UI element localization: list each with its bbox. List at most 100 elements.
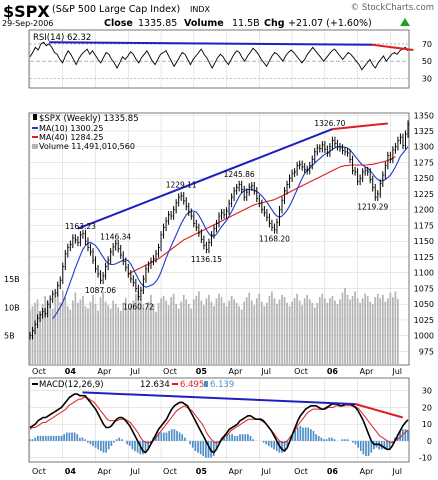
- volume-tick-label: 10B: [4, 303, 20, 312]
- price-tick-label: 1100: [414, 269, 434, 278]
- price-annotation: 1245.86: [224, 170, 255, 179]
- signal-value: 6.495: [180, 380, 204, 390]
- macd-panel: [28, 377, 410, 463]
- macd-layer: [29, 391, 409, 458]
- price-annotation: 1326.70: [314, 119, 345, 128]
- macd-x-tick-label: Oct: [163, 467, 177, 476]
- price-tick-label: 1250: [414, 174, 434, 183]
- price-x-tick-label: Oct: [163, 367, 177, 376]
- macd-x-tick-label: 06: [327, 467, 339, 476]
- volume-legend-swatch: [32, 144, 38, 149]
- price-tick-label: 1325: [414, 127, 434, 136]
- macd-x-tick-label: Oct: [32, 467, 46, 476]
- price-tick-label: 1175: [414, 221, 434, 230]
- macd-signal-line: [29, 396, 409, 444]
- ma40-legend-label: MA(40) 1284.25: [39, 133, 103, 142]
- macd-tick-label: 20: [422, 403, 432, 412]
- price-x-tick-label: Apr: [229, 367, 244, 376]
- macd-tick-label: 0: [427, 437, 432, 446]
- macd-x-tick-label: Jul: [260, 467, 271, 476]
- spx-legend-swatch: [33, 114, 37, 120]
- exchange-label: INDX: [190, 5, 211, 14]
- price-annotation: 1168.20: [259, 235, 290, 244]
- up-triangle-icon: [400, 18, 410, 26]
- rsi-line: [29, 41, 409, 71]
- macd-legend: MACD(12,26,9) 12.634 6.495 6.139: [32, 380, 234, 390]
- price-tick-label: 1075: [414, 284, 434, 293]
- macd-trendline: [355, 403, 404, 419]
- rsi-legend: RSI(14) 62.32: [33, 33, 91, 43]
- chg-value: +21.07 (+1.60%): [288, 18, 372, 29]
- price-annotation: 1229.11: [166, 180, 197, 189]
- chg-label: Chg: [264, 18, 285, 29]
- macd-x-tick-label: Apr: [229, 467, 244, 476]
- price-tick-label: 975: [419, 347, 434, 356]
- macd-tick-label: 10: [422, 420, 432, 429]
- price-tick-label: 1025: [414, 316, 434, 325]
- price-annotation: 1136.15: [191, 255, 222, 264]
- rsi-trendline: [49, 41, 373, 46]
- histogram-legend-swatch: [204, 381, 208, 387]
- price-x-tick-label: Jul: [129, 367, 140, 376]
- axis-labels: 30 50 70 975 1000 1025 1050 1075 1100 1125 1150 117…: [4, 40, 434, 476]
- macd-tick-label: -10: [419, 454, 432, 463]
- price-x-tick-label: 05: [196, 367, 208, 376]
- macd-tick-label: 30: [422, 387, 432, 396]
- volume-tick-label: 15B: [4, 275, 20, 284]
- price-trendline: [332, 122, 388, 131]
- price-tick-label: 1125: [414, 253, 434, 262]
- price-x-tick-label: Apr: [360, 367, 375, 376]
- rsi-trendline: [372, 43, 414, 51]
- macd-x-tick-label: Oct: [294, 467, 308, 476]
- price-annotation: 1060.72: [123, 302, 154, 311]
- price-x-tick-label: 04: [65, 367, 77, 376]
- price-x-tick-label: 06: [327, 367, 339, 376]
- close-label: Close: [104, 18, 133, 29]
- price-tick-label: 1050: [414, 300, 434, 309]
- histogram-value: 6.139: [210, 380, 234, 390]
- price-tick-label: 1000: [414, 332, 434, 341]
- rsi-tick-label: 70: [422, 40, 432, 49]
- price-x-tick-label: Apr: [98, 367, 113, 376]
- price-legend: $SPX (Weekly) 1335.85 MA(10) 1300.25 MA(…: [32, 114, 139, 151]
- macd-x-tick-label: Apr: [98, 467, 113, 476]
- price-tick-label: 1150: [414, 237, 434, 246]
- ma10-line: [52, 146, 409, 320]
- volume-legend-label: Volume 11,491,010,560: [39, 142, 135, 151]
- macd-x-tick-label: 04: [65, 467, 77, 476]
- macd-x-tick-label: Jul: [129, 467, 140, 476]
- price-annotation: 1219.29: [357, 203, 388, 212]
- price-x-tick-label: Oct: [32, 367, 46, 376]
- volume-value: 11.5B: [232, 18, 260, 29]
- watermark: © StockCharts.com: [351, 3, 434, 13]
- volume-bars: [29, 288, 399, 364]
- price-tick-label: 1225: [414, 190, 434, 199]
- price-tick-label: 1300: [414, 143, 434, 152]
- price-x-tick-label: Jul: [391, 367, 402, 376]
- price-tick-label: 1200: [414, 206, 434, 215]
- price-layer: 1163.23 1146.34 1087.06 1060.72 1229.11 1136.…: [29, 119, 410, 340]
- rsi-tick-label: 30: [422, 74, 432, 83]
- chart-date: 29-Sep-2006: [2, 19, 53, 28]
- macd-legend-label: MACD(12,26,9): [39, 380, 104, 390]
- volume-tick-label: 5B: [4, 332, 15, 341]
- symbol-title: $SPX: [3, 2, 50, 21]
- spx-legend-label: $SPX (Weekly) 1335.85: [39, 114, 139, 124]
- close-value: 1335.85: [138, 18, 177, 29]
- price-tick-label: 1350: [414, 111, 434, 120]
- rsi-layer: [29, 41, 414, 71]
- macd-value: 12.634: [140, 380, 170, 390]
- ma10-legend-label: MA(10) 1300.25: [39, 124, 103, 133]
- index-name: (S&P 500 Large Cap Index): [52, 4, 180, 15]
- price-annotation: 1163.23: [65, 222, 96, 231]
- price-x-tick-label: Jul: [260, 367, 271, 376]
- macd-x-tick-label: Jul: [391, 467, 402, 476]
- volume-label: Volume: [184, 18, 224, 29]
- price-annotation: 1087.06: [85, 286, 116, 295]
- price-x-tick-label: Oct: [294, 367, 308, 376]
- price-tick-label: 1275: [414, 158, 434, 167]
- price-trendline: [77, 128, 333, 230]
- price-annotation: 1146.34: [100, 233, 131, 242]
- macd-x-tick-label: Apr: [360, 467, 375, 476]
